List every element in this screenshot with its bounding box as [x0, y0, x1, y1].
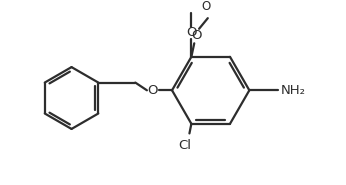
Text: O: O [186, 26, 197, 39]
Text: Cl: Cl [178, 139, 191, 152]
Text: O: O [191, 29, 201, 42]
Text: NH₂: NH₂ [280, 84, 305, 97]
Text: O: O [147, 84, 158, 97]
Text: O: O [201, 0, 210, 13]
